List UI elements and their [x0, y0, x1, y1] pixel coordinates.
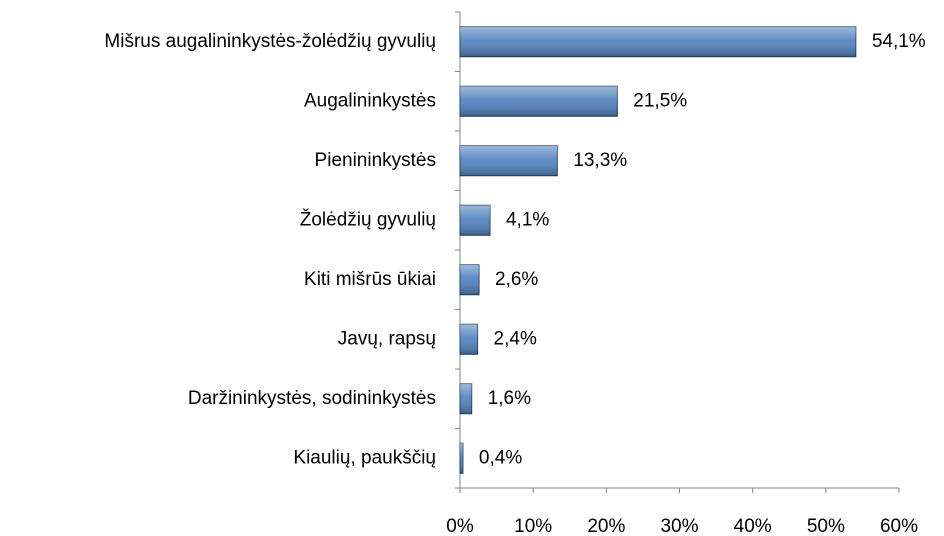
- y-tick-label: Mišrus augalininkystės-žolėdžių gyvulių: [104, 31, 436, 52]
- data-label: 0,4%: [479, 447, 522, 468]
- bar-shine: [460, 443, 463, 474]
- x-tick-label: 0%: [446, 516, 474, 536]
- y-tick-label: Daržininkystės, sodininkystės: [188, 388, 436, 409]
- bar-shine: [460, 26, 856, 57]
- bar-shine: [460, 86, 618, 117]
- x-tick-label: 30%: [660, 516, 698, 536]
- data-label: 1,6%: [488, 388, 531, 409]
- bar-shine: [460, 145, 558, 176]
- x-tick-label: 20%: [587, 516, 625, 536]
- bar-shine: [460, 383, 472, 414]
- data-label: 2,6%: [495, 269, 538, 290]
- x-tick-label: 40%: [734, 516, 772, 536]
- data-label: 2,4%: [494, 328, 537, 349]
- bar-shine: [460, 264, 480, 295]
- data-label: 21,5%: [633, 90, 687, 111]
- y-tick-label: Žolėdžių gyvulių: [300, 208, 436, 230]
- y-tick-label: Augalininkystės: [304, 90, 436, 111]
- x-tick-label: 50%: [807, 516, 845, 536]
- y-tick-label: Javų, rapsų: [338, 328, 436, 349]
- data-label: 54,1%: [872, 31, 926, 52]
- x-tick-label: 10%: [514, 516, 552, 536]
- data-label: 13,3%: [573, 150, 627, 171]
- y-tick-label: Pienininkystės: [315, 150, 436, 171]
- bar-shine: [460, 324, 478, 355]
- data-label: 4,1%: [506, 209, 549, 230]
- x-tick-label: 60%: [880, 516, 918, 536]
- bar-shine: [460, 205, 490, 236]
- y-tick-label: Kiti mišrūs ūkiai: [304, 269, 436, 290]
- y-tick-label: Kiaulių, paukščių: [293, 447, 436, 468]
